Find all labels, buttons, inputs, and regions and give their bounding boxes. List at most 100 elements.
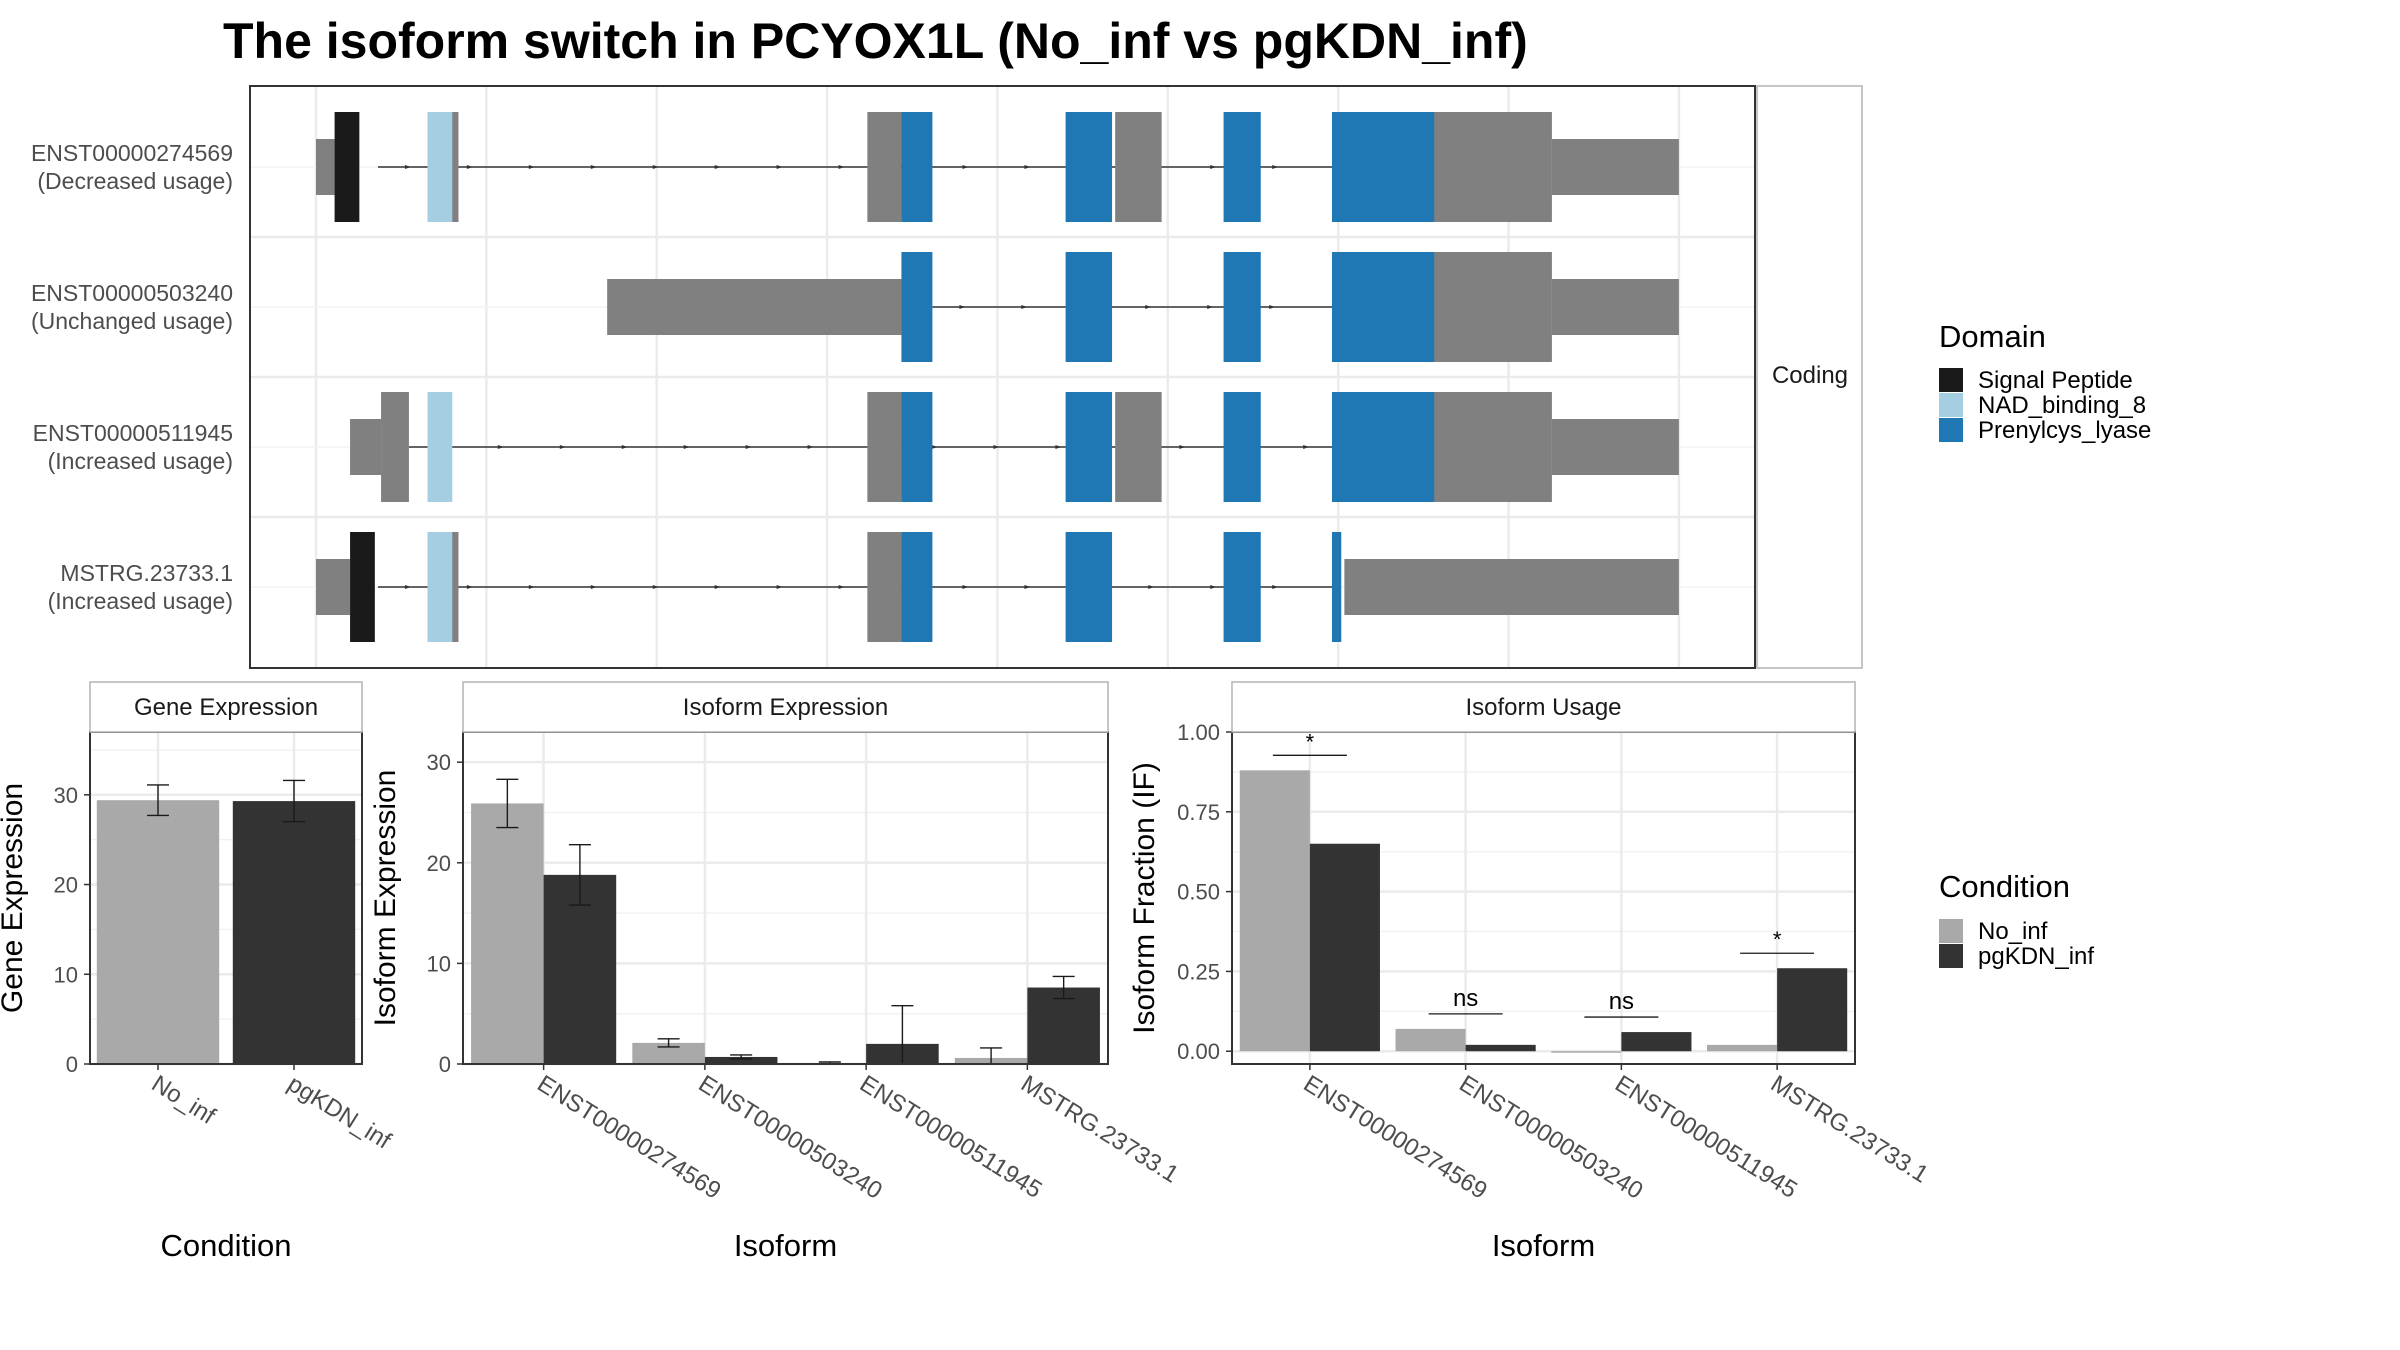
y-tick-label: 0.25 <box>1177 959 1220 984</box>
intron-arrow <box>1210 585 1217 589</box>
intron-arrow <box>404 585 411 589</box>
legend-swatch <box>1939 944 1963 968</box>
isoform-expression-panel: 0102030ENST00000274569ENST00000503240ENS… <box>369 681 1183 1263</box>
intron-arrow <box>652 165 659 169</box>
transcript-id-label: ENST00000511945 <box>33 420 233 446</box>
intron-arrow <box>683 445 690 449</box>
utr-block <box>1551 419 1679 475</box>
intron-arrow <box>838 585 845 589</box>
intron-arrow <box>1148 585 1155 589</box>
x-tick-label: pgKDN_inf <box>283 1070 396 1155</box>
domain-block <box>1331 532 1342 642</box>
intron-arrow <box>466 165 473 169</box>
transcript-structure-panel: ENST00000274569(Decreased usage) ENST0000… <box>31 85 1863 669</box>
domain-block <box>1331 252 1435 362</box>
x-axis-title: Condition <box>161 1228 292 1263</box>
legend-label: Signal Peptide <box>1978 367 2133 394</box>
domain-block <box>427 392 453 502</box>
transcript-usage-label: (Decreased usage) <box>37 168 233 194</box>
bar <box>1551 1051 1622 1053</box>
legend-label: NAD_binding_8 <box>1978 392 2146 419</box>
y-tick-label: 1.00 <box>1177 720 1220 745</box>
domain-block <box>901 392 933 502</box>
intron-arrow <box>931 445 938 449</box>
significance-label: ns <box>1609 988 1634 1015</box>
bar <box>1465 1044 1536 1052</box>
intron-arrow <box>1207 305 1214 309</box>
intron-arrow <box>497 445 504 449</box>
intron-arrow <box>776 585 783 589</box>
intron-arrow <box>652 585 659 589</box>
intron-arrow <box>962 165 969 169</box>
x-tick-label: MSTRG.23733.1 <box>1016 1070 1183 1188</box>
domain-block <box>1065 252 1113 362</box>
legend-label: Prenylcys_lyase <box>1978 417 2151 444</box>
transcript-id-label: ENST00000274569 <box>31 140 233 166</box>
intron-arrow <box>993 445 1000 449</box>
legend-label: pgKDN_inf <box>1978 943 2094 970</box>
y-tick-label: 30 <box>54 783 78 808</box>
intron-arrow <box>1055 445 1062 449</box>
facet-strip <box>89 681 363 733</box>
intron-arrow <box>1145 305 1152 309</box>
intron-arrow <box>1179 445 1186 449</box>
intron-arrow <box>745 445 752 449</box>
utr-block <box>1551 279 1679 335</box>
domain-block <box>1065 392 1113 502</box>
intron-arrow <box>1269 305 1276 309</box>
y-tick-label: 0.75 <box>1177 800 1220 825</box>
domain-block <box>1065 532 1113 642</box>
bar <box>1621 1032 1692 1052</box>
domain-legend: Domain Signal PeptideNAD_binding_8Prenylc… <box>1939 319 2151 444</box>
gene-expression-panel: 0 10 20 30 No_inf pgKDN_inf Gene Expression Gen… <box>0 681 396 1263</box>
y-tick-label: 0.50 <box>1177 880 1220 905</box>
y-tick-label: 20 <box>427 851 451 876</box>
legend-swatch <box>1939 393 1963 417</box>
bar <box>543 874 617 1064</box>
utr-block <box>350 419 382 475</box>
transcript-usage-label: (Unchanged usage) <box>31 308 233 334</box>
utr-block <box>1344 559 1679 615</box>
x-tick-label: No_inf <box>147 1070 220 1130</box>
intron-arrow <box>959 305 966 309</box>
utr-block <box>381 392 409 502</box>
transcript-usage-label: (Increased usage) <box>48 448 233 474</box>
bar <box>1027 987 1100 1064</box>
bar <box>1309 843 1380 1052</box>
legend-label: No_inf <box>1978 918 2048 945</box>
bar <box>1395 1028 1466 1052</box>
facet-strip <box>462 681 1109 733</box>
intron-arrow <box>528 165 535 169</box>
utr-block <box>316 559 351 615</box>
legend-swatch <box>1939 418 1963 442</box>
legend-swatch <box>1939 919 1963 943</box>
intron-arrow <box>838 165 845 169</box>
intron-arrow <box>590 585 597 589</box>
domain-block <box>901 532 933 642</box>
isoform-usage-panel: 0.000.250.500.751.00ENST00000274569ENST0… <box>1128 681 1933 1263</box>
domain-block <box>1223 252 1261 362</box>
y-tick-label: 10 <box>54 962 78 987</box>
intron-arrow <box>590 165 597 169</box>
intron-arrow <box>714 165 721 169</box>
transcript-id-label: MSTRG.23733.1 <box>60 560 233 586</box>
facet-label: Isoform Expression <box>683 694 888 721</box>
facet-label: Gene Expression <box>134 694 318 721</box>
panel-border <box>249 85 1756 669</box>
bar <box>632 1042 705 1064</box>
domain-block <box>1065 112 1113 222</box>
y-tick-label: 10 <box>427 951 451 976</box>
utr-block <box>867 112 902 222</box>
facet-label: Isoform Usage <box>1465 694 1621 721</box>
utr-block <box>867 392 902 502</box>
domain-block <box>1223 392 1261 502</box>
utr-block <box>1551 139 1679 195</box>
domain-block <box>901 252 933 362</box>
intron-arrow <box>1210 165 1217 169</box>
utr-block <box>316 139 335 195</box>
significance-label: * <box>1773 927 1782 952</box>
intron-arrow <box>1272 165 1279 169</box>
x-tick-label: MSTRG.23733.1 <box>1766 1070 1933 1188</box>
